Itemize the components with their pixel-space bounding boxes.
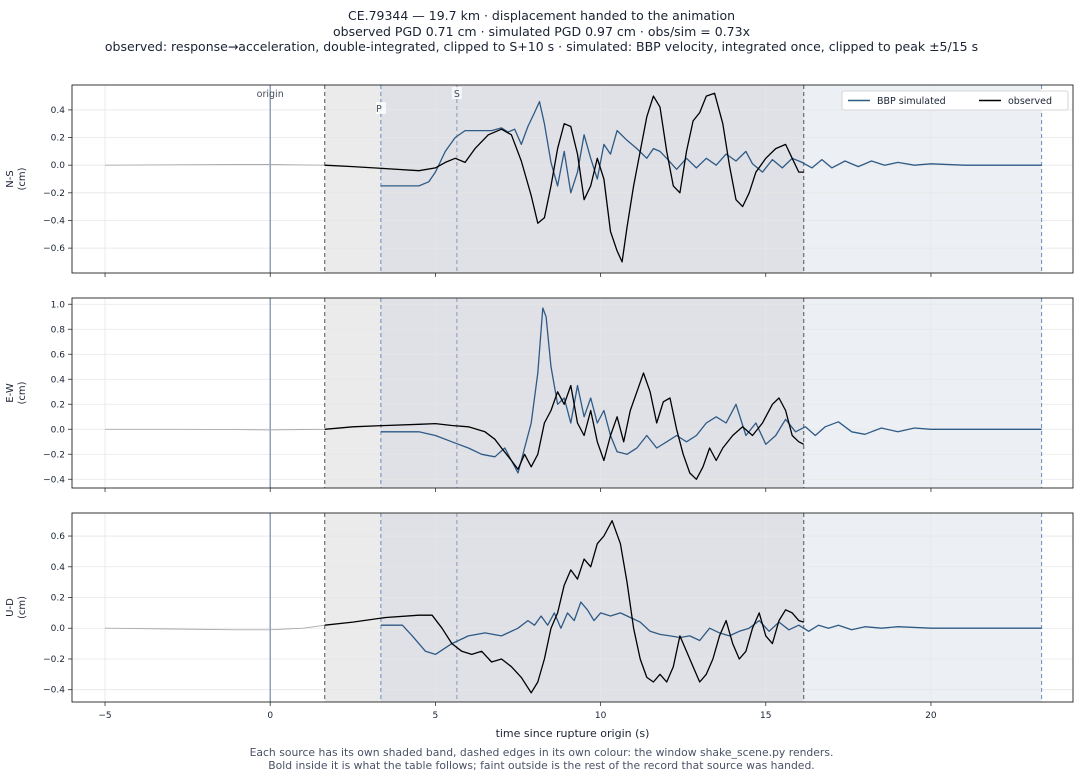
y-tick-label: −0.2 (43, 655, 65, 665)
legend-simulated-label: BBP simulated (877, 96, 946, 107)
y-axis-label-line: E-W (5, 383, 16, 403)
y-axis-label-line: N-S (5, 170, 16, 187)
y-tick-label: 0.2 (51, 594, 65, 604)
y-tick-label: 0.6 (51, 532, 66, 542)
simulated-series-line (380, 100, 1042, 194)
origin-label: origin (257, 89, 284, 100)
y-axis-label-line: (cm) (17, 596, 28, 619)
panel-frame (71, 84, 1074, 274)
y-tick-label: 0.4 (51, 106, 66, 116)
x-tick-label: 20 (925, 711, 937, 721)
series-group (104, 92, 1042, 263)
x-tick-label: 10 (595, 711, 607, 721)
p-label-bg (375, 102, 386, 114)
y-tick-label: −0.4 (43, 475, 65, 485)
y-tick-label: 0.0 (51, 624, 66, 634)
observed-series-line (324, 92, 804, 263)
simulated-window-band (803, 513, 1042, 702)
chart-footnote: Each source has its own shaded band, das… (0, 746, 1083, 772)
series-group (105, 307, 1042, 480)
panel-ns: −0.6 −0.4 −0.2 0.0 0.2 0.4 N-S(cm) origin P S BBP … (5, 84, 1074, 277)
s-label-bg (451, 87, 462, 99)
panel-ud: −0.4 −0.2 0.0 0.2 0.4 0.6 −5 0 5 10 15 20 U-D(cm) (5, 512, 1074, 721)
x-tick-label: 0 (267, 711, 273, 721)
footnote-line-1: Each source has its own shaded band, das… (249, 746, 834, 759)
y-axis-label-line: U-D (5, 598, 16, 617)
x-tick-label: 15 (760, 711, 771, 721)
y-tick-label: −0.2 (43, 189, 65, 199)
y-tick-label: 0.8 (51, 325, 66, 335)
x-tick-label: 5 (433, 711, 439, 721)
simulated-window-band (803, 85, 1042, 273)
y-axis-label: N-S(cm) (5, 167, 28, 190)
s-arrival-label: S (454, 89, 460, 100)
legend-box (841, 90, 1069, 111)
title-line-2: observed PGD 0.71 cm · simulated PGD 0.9… (333, 23, 750, 39)
y-tick-label: 0.2 (51, 400, 65, 410)
panel-frame (71, 512, 1074, 703)
x-tick-label: −5 (98, 711, 111, 721)
footnote-line-2: Bold inside it is what the table follows… (268, 758, 815, 772)
chart-title: CE.79344 — 19.7 km · displacement handed… (0, 8, 1083, 55)
panel-frame (71, 297, 1074, 489)
simulated-series-line (380, 601, 1042, 656)
faint-pre-window-trace (105, 428, 325, 431)
y-tick-label: 0.4 (51, 563, 66, 573)
faint-pre-window-trace (104, 164, 325, 166)
title-line-3: observed: response→acceleration, double-… (104, 39, 979, 54)
p-arrival-label: P (376, 104, 382, 115)
y-axis-label-line: (cm) (17, 381, 28, 404)
y-tick-label: 0.0 (51, 161, 66, 171)
simulated-window-band (803, 298, 1042, 488)
y-tick-label: 1.0 (51, 300, 66, 310)
legend: BBP simulated observed (841, 90, 1069, 111)
y-axis-label: E-W(cm) (5, 381, 28, 404)
y-tick-label: −0.4 (43, 686, 65, 696)
y-tick-label: −0.6 (43, 244, 65, 254)
y-tick-label: −0.4 (43, 216, 65, 226)
overlap-window-band (380, 513, 804, 702)
legend-observed-label: observed (1008, 96, 1052, 107)
series-group (104, 520, 1042, 694)
faint-pre-window-trace (104, 624, 325, 631)
observed-series-line (324, 372, 805, 480)
observed-series-line (324, 520, 804, 694)
y-axis-label-line: (cm) (17, 167, 28, 190)
overlap-window-band (380, 298, 804, 488)
y-axis-label: U-D(cm) (5, 596, 28, 619)
y-tick-label: 0.2 (51, 134, 65, 144)
y-tick-label: −0.2 (43, 450, 65, 460)
y-tick-label: 0.4 (51, 375, 66, 385)
y-tick-label: 0.6 (51, 350, 66, 360)
title-line-1: CE.79344 — 19.7 km · displacement handed… (347, 8, 736, 23)
x-axis-label: time since rupture origin (s) (496, 727, 650, 740)
panel-ew: −0.4 −0.2 0.0 0.2 0.4 0.6 0.8 1.0 E-W(cm) (5, 297, 1074, 492)
y-tick-label: 0.0 (51, 425, 66, 435)
